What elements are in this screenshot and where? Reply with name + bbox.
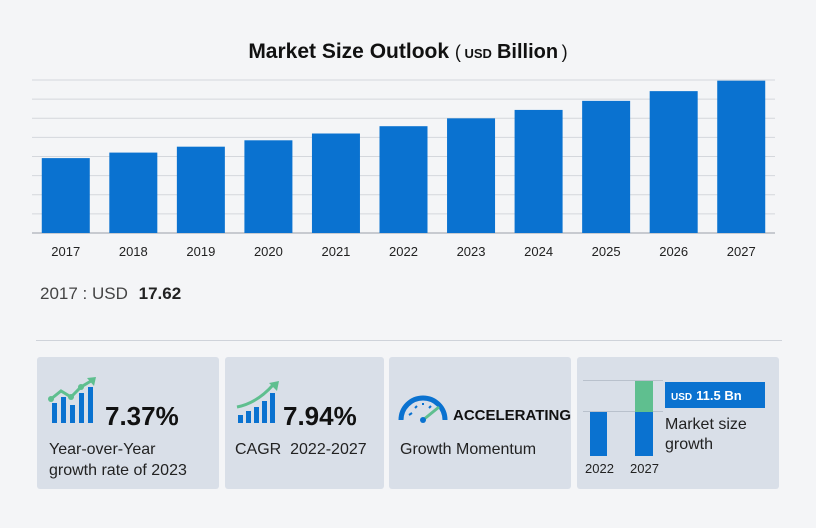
x-tick-label: 2024: [524, 244, 553, 259]
momentum-label: Growth Momentum: [400, 441, 537, 458]
bar-2023: [447, 118, 496, 233]
growth-chart-icon: [48, 377, 96, 423]
growth-card: 2022 2027 Market size growth: [577, 357, 779, 489]
yoy-value: 7.37%: [105, 401, 179, 431]
x-tick-label: 2021: [321, 244, 350, 259]
bar-2026: [649, 91, 698, 233]
x-tick-label: 2020: [254, 244, 283, 259]
bar-2020: [244, 140, 293, 233]
yoy-card: 7.37% Year-over-Year growth rate of 2023: [37, 357, 219, 489]
unit-word: Billion: [496, 41, 559, 63]
unit-prefix: USD: [464, 46, 492, 61]
bar-2027: [717, 80, 766, 234]
badge-prefix: USD: [671, 392, 693, 403]
growth-line2: growth: [665, 436, 714, 453]
cagr-chart-icon: [236, 381, 279, 423]
bar-2022: [379, 126, 428, 233]
chart-title: Market Size Outlook ( USD Billion ): [0, 40, 816, 64]
mini-year-end: 2027: [630, 461, 659, 476]
bar-2025: [582, 100, 631, 234]
bar-2017: [41, 158, 90, 233]
title-unit: ( USD Billion ): [454, 41, 568, 63]
growth-badge: USD 11.5 Bn: [665, 382, 765, 408]
x-tick-label: 2025: [592, 244, 621, 259]
x-tick-label: 2019: [186, 244, 215, 259]
bar-2019: [176, 146, 225, 233]
speedometer-icon: [398, 395, 448, 423]
title-text: Market Size Outlook: [248, 40, 450, 63]
x-tick-label: 2018: [119, 244, 148, 259]
divider: [36, 340, 782, 341]
momentum-card: ACCELERATING Growth Momentum: [389, 357, 571, 489]
x-tick-label: 2023: [457, 244, 486, 259]
base-value-number: 17.62: [138, 284, 182, 303]
momentum-value: ACCELERATING: [453, 407, 572, 424]
growth-line1: Market size: [665, 416, 747, 433]
mini-chart-mid-line: [583, 411, 663, 412]
x-tick-label: 2026: [659, 244, 688, 259]
x-tick-label: 2022: [389, 244, 418, 259]
yoy-desc: Year-over-Year growth rate of 2023: [49, 439, 187, 481]
yoy-line1: Year-over-Year: [49, 441, 156, 458]
base-year-label: 2017 : USD: [40, 284, 128, 303]
growth-desc: Market size growth: [665, 415, 747, 455]
mini-bar-2027-base: [635, 412, 653, 456]
bar-2021: [311, 133, 360, 233]
mini-bar-2022: [590, 412, 607, 456]
mini-bar-2027-growth: [635, 381, 653, 412]
yoy-line2: growth rate of 2023: [49, 462, 187, 479]
cagr-card: 7.94% CAGR 2022-2027: [225, 357, 384, 489]
base-value: 2017 : USD 17.62: [40, 284, 181, 304]
mini-chart-top-line: [583, 380, 663, 381]
badge-value: 11.5 Bn: [696, 388, 742, 403]
cagr-label: CAGR 2022-2027: [235, 441, 367, 458]
cagr-value: 7.94%: [283, 401, 357, 431]
bar-2024: [514, 109, 563, 233]
mini-year-start: 2022: [585, 461, 614, 476]
bar-chart: 2017 2018 2019 2020 2021 2022 2023 2024 2025 2026…: [32, 79, 775, 259]
x-tick-label: 2017: [51, 244, 80, 259]
x-tick-label: 2027: [727, 244, 756, 259]
bar-2018: [109, 152, 158, 233]
